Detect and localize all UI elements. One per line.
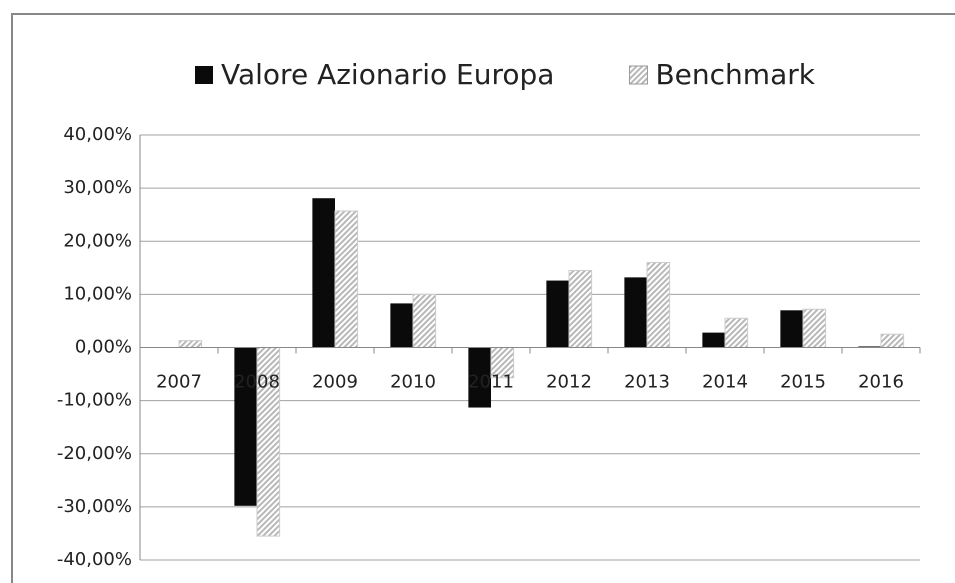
y-tick-label: 40,00%: [63, 124, 132, 145]
bar: [702, 332, 725, 348]
chart-border: [11, 13, 955, 583]
x-tick-label: 2015: [780, 372, 826, 393]
x-tick-label: 2016: [858, 372, 904, 393]
bar: [390, 303, 413, 348]
bar: [646, 262, 671, 348]
x-tick-label: 2009: [312, 372, 358, 393]
legend-label: Valore Azionario Europa: [221, 58, 554, 91]
y-tick-label: -20,00%: [57, 443, 132, 464]
bar: [334, 210, 359, 348]
y-tick-label: 10,00%: [63, 283, 132, 304]
bar: [624, 277, 647, 348]
y-tick-label: 20,00%: [63, 230, 132, 251]
bar: [234, 347, 257, 506]
y-tick-label: -40,00%: [57, 549, 132, 570]
x-tick-label: 2008: [234, 372, 280, 393]
x-tick-label: 2012: [546, 372, 592, 393]
bar: [724, 317, 749, 348]
x-tick-label: 2013: [624, 372, 670, 393]
bar: [858, 346, 881, 348]
bar: [312, 198, 335, 348]
bar: [802, 308, 827, 348]
legend-label: Benchmark: [655, 58, 815, 91]
y-tick-label: -30,00%: [57, 496, 132, 517]
x-tick-label: 2007: [156, 372, 202, 393]
y-tick-label: 0,00%: [75, 337, 132, 358]
x-tick-label: 2011: [468, 372, 514, 393]
legend-swatch: [628, 65, 648, 85]
y-tick-label: -10,00%: [57, 390, 132, 411]
bar: [880, 333, 905, 348]
x-tick-label: 2014: [702, 372, 748, 393]
x-tick-label: 2010: [390, 372, 436, 393]
bar: [178, 340, 203, 348]
bar: [412, 293, 437, 348]
legend-swatch: [195, 66, 213, 84]
bar: [568, 269, 593, 348]
bar: [546, 280, 569, 348]
bar: [468, 347, 491, 408]
bar: [780, 310, 803, 348]
y-tick-label: 30,00%: [63, 177, 132, 198]
